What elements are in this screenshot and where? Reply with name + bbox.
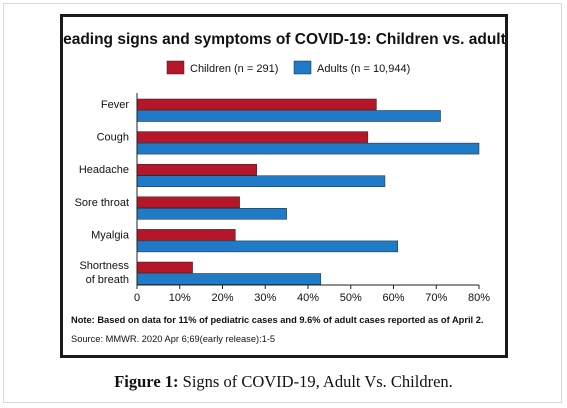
plot-area: Fever Cough Headache Sore throat Myalgia Shor… xyxy=(75,93,490,304)
x-tick-label: 30% xyxy=(254,292,276,304)
x-tick-label: 40% xyxy=(297,292,319,304)
x-tick-label: 70% xyxy=(425,292,447,304)
figure-frame xyxy=(3,3,562,403)
legend-label-adults: Adults (n = 10,944) xyxy=(317,63,410,75)
bar-children-cough xyxy=(136,131,369,143)
figure-caption-text: Signs of COVID-19, Adult Vs. Children. xyxy=(182,372,453,391)
figure-caption: Figure 1: Signs of COVID-19, Adult Vs. C… xyxy=(0,372,567,392)
chart-title: Leading signs and symptoms of COVID-19: … xyxy=(63,31,505,48)
category-label: Headache xyxy=(79,164,129,176)
figure-caption-label: Figure 1: xyxy=(114,372,179,391)
x-tick-label: 50% xyxy=(340,292,362,304)
x-tick-label: 60% xyxy=(382,292,404,304)
bar-adults-myalgia xyxy=(136,240,399,253)
category-label: Myalgia xyxy=(91,229,130,241)
x-tick-label: 10% xyxy=(169,292,191,304)
bar-children-myalgia xyxy=(136,229,236,241)
category-label: Cough xyxy=(97,132,129,144)
chart-source: Source: MMWR. 2020 Apr 6;69(early releas… xyxy=(71,334,275,344)
x-tick-label: 0 xyxy=(134,292,140,304)
bar-adults-sore-throat xyxy=(136,208,287,220)
category-label: Fever xyxy=(101,99,129,111)
bar-children-shortness-of-breath xyxy=(136,261,193,274)
legend-swatch-children xyxy=(166,60,185,75)
bar-children-headache xyxy=(136,163,257,176)
bar-children-sore-throat xyxy=(136,196,240,209)
bar-chart: Leading signs and symptoms of COVID-19: … xyxy=(54,31,515,344)
category-label: Sore throat xyxy=(75,197,129,209)
legend-label-children: Children (n = 291) xyxy=(190,63,278,75)
bar-adults-cough xyxy=(136,142,480,155)
x-tick-label: 80% xyxy=(468,292,490,304)
bar-adults-shortness-of-breath xyxy=(136,273,322,285)
legend: Children (n = 291) Adults (n = 10,944) xyxy=(166,60,410,75)
chart-panel: Leading signs and symptoms of COVID-19: … xyxy=(54,14,515,358)
chart-note: Note: Based on data for 11% of pediatric… xyxy=(71,315,483,325)
bar-children-fever xyxy=(136,98,377,111)
bar-adults-headache xyxy=(136,175,386,187)
x-tick-label: 20% xyxy=(211,292,233,304)
bar-adults-fever xyxy=(136,110,441,122)
category-label: Shortness of breath xyxy=(79,260,129,286)
legend-swatch-adults xyxy=(293,60,312,75)
